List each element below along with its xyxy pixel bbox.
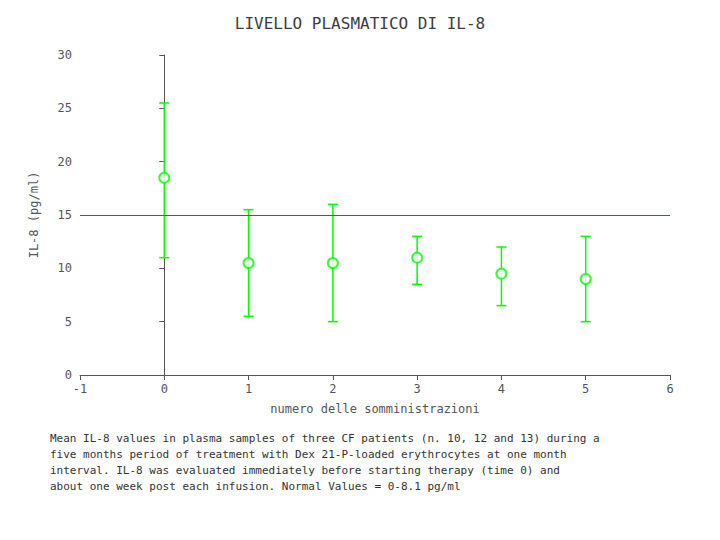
svg-text:interval. IL-8 was evaluated i: interval. IL-8 was evaluated immediately… [50, 464, 560, 477]
svg-text:0: 0 [161, 382, 168, 396]
svg-text:20: 20 [58, 155, 72, 169]
svg-text:5: 5 [582, 382, 589, 396]
svg-text:about one week post each infus: about one week post each infusion. Norma… [50, 480, 461, 493]
svg-text:numero delle somministrazioni: numero delle somministrazioni [270, 402, 480, 416]
svg-text:4: 4 [498, 382, 505, 396]
svg-text:2: 2 [329, 382, 336, 396]
svg-text:1: 1 [245, 382, 252, 396]
svg-text:15: 15 [58, 208, 72, 222]
svg-text:LIVELLO PLASMATICO DI IL-8: LIVELLO PLASMATICO DI IL-8 [235, 14, 485, 33]
svg-text:25: 25 [58, 101, 72, 115]
svg-text:-1: -1 [73, 382, 87, 396]
svg-text:3: 3 [414, 382, 421, 396]
svg-text:30: 30 [58, 48, 72, 62]
svg-text:Mean IL-8 values in plasma sam: Mean IL-8 values in plasma samples of th… [50, 432, 600, 445]
svg-text:IL-8 (pg/ml): IL-8 (pg/ml) [27, 172, 41, 259]
svg-text:10: 10 [58, 261, 72, 275]
svg-text:0: 0 [65, 368, 72, 382]
svg-text:five months period of treatmen: five months period of treatment with Dex… [50, 448, 567, 461]
svg-text:5: 5 [65, 315, 72, 329]
svg-text:6: 6 [666, 382, 673, 396]
